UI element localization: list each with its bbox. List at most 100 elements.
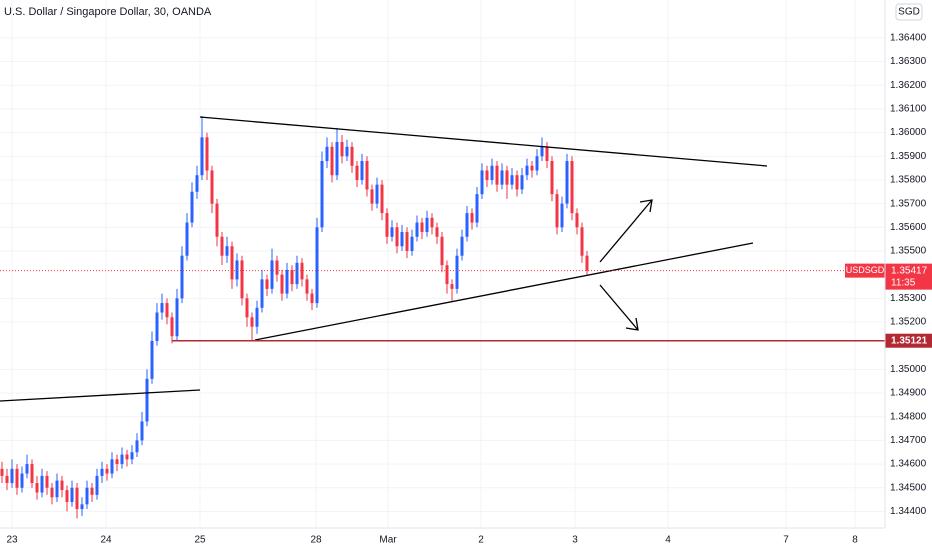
trendline: [0, 389, 201, 402]
candle-body: [180, 255, 184, 299]
candle-body: [105, 468, 109, 474]
y-tick-label: 1.35900: [890, 151, 927, 162]
candle-body: [545, 146, 549, 162]
y-tick-label: 1.36400: [890, 33, 927, 44]
x-tick-label: 2: [478, 535, 484, 546]
candle-body: [555, 194, 559, 228]
candle-body: [95, 475, 99, 495]
candle-body: [540, 146, 544, 157]
candle-body: [40, 475, 44, 493]
candle-body: [5, 475, 9, 484]
x-tick-label: 8: [852, 535, 858, 546]
candle-body: [430, 217, 434, 228]
chart-title: U.S. Dollar / Singapore Dollar, 30, OAND…: [4, 6, 212, 18]
candle-body: [310, 293, 314, 304]
candle-body: [110, 459, 114, 474]
candle-body: [215, 203, 219, 237]
y-tick-label: 1.34900: [890, 388, 927, 399]
candle-body: [565, 161, 569, 204]
candle-body: [455, 255, 459, 289]
candle-body: [315, 227, 319, 304]
candle-body: [405, 232, 409, 251]
candle-body: [460, 236, 464, 256]
candles: [0, 116, 589, 519]
candle-body: [515, 175, 519, 190]
candle-body: [225, 246, 229, 256]
candle-body: [350, 146, 354, 166]
candle-body: [535, 156, 539, 171]
candle-body: [300, 262, 304, 280]
y-tick-label: 1.36100: [890, 104, 927, 115]
candle-body: [440, 236, 444, 266]
drawings: [0, 116, 768, 402]
level-label: 1.35121: [891, 335, 928, 346]
candle-body: [335, 142, 339, 176]
candle-body: [175, 298, 179, 337]
candle-body: [245, 298, 249, 318]
y-tick-label: 1.36200: [890, 80, 927, 91]
candle-body: [260, 279, 264, 308]
candle-body: [580, 227, 584, 256]
candle-body: [10, 468, 14, 484]
candle-body: [0, 468, 4, 476]
candle-body: [470, 213, 474, 223]
candle-body: [60, 480, 64, 491]
y-tick-label: 1.35300: [890, 293, 927, 304]
symbol-tag: [845, 263, 885, 278]
candle-body: [265, 279, 269, 289]
candle-body: [390, 227, 394, 237]
candle-body: [560, 203, 564, 228]
candle-body: [380, 184, 384, 214]
candle-body: [525, 165, 529, 176]
candle-body: [120, 454, 124, 465]
candle-body: [530, 165, 534, 171]
candle-body: [115, 459, 119, 465]
candle-body: [70, 487, 74, 502]
candle-body: [375, 184, 379, 204]
candle-body: [490, 165, 494, 180]
candle-body: [355, 165, 359, 180]
candle-body: [505, 170, 509, 185]
candle-body: [415, 222, 419, 237]
candle-body: [130, 452, 134, 460]
candle-body: [220, 236, 224, 256]
candle-body: [465, 213, 469, 237]
y-tick-label: 1.35700: [890, 198, 927, 209]
candle-body: [190, 191, 194, 223]
candle-body: [150, 340, 154, 379]
x-tick-label: 7: [783, 535, 789, 546]
candle-body: [270, 260, 274, 289]
x-tick-label: 3: [572, 535, 578, 546]
candle-body: [90, 487, 94, 495]
y-tick-label: 1.35000: [890, 364, 927, 375]
candle-body: [200, 137, 204, 176]
x-tick-label: 4: [665, 535, 671, 546]
candle-body: [365, 161, 369, 190]
candle-body: [275, 260, 279, 275]
candle-body: [360, 161, 364, 180]
candle-body: [400, 232, 404, 247]
candle-body: [135, 440, 139, 453]
arrow: [599, 199, 653, 263]
y-tick-label: 1.36300: [890, 56, 927, 67]
arrow: [599, 284, 639, 331]
candle-body: [160, 303, 164, 313]
candle-body: [165, 303, 169, 318]
candle-body: [385, 213, 389, 237]
candle-body: [305, 279, 309, 294]
candle-body: [155, 312, 159, 341]
candle-body: [420, 222, 424, 233]
candle-body: [550, 161, 554, 195]
candle-body: [75, 487, 79, 510]
candle-body: [325, 146, 329, 162]
candle-body: [330, 146, 334, 176]
candle-body: [485, 170, 489, 180]
candle-body: [295, 262, 299, 285]
candle-body: [140, 421, 144, 441]
candle-body: [345, 146, 349, 157]
x-tick-label: 25: [194, 535, 206, 546]
y-tick-label: 1.34600: [890, 459, 927, 470]
candle-body: [445, 265, 449, 285]
candle-body: [230, 246, 234, 280]
